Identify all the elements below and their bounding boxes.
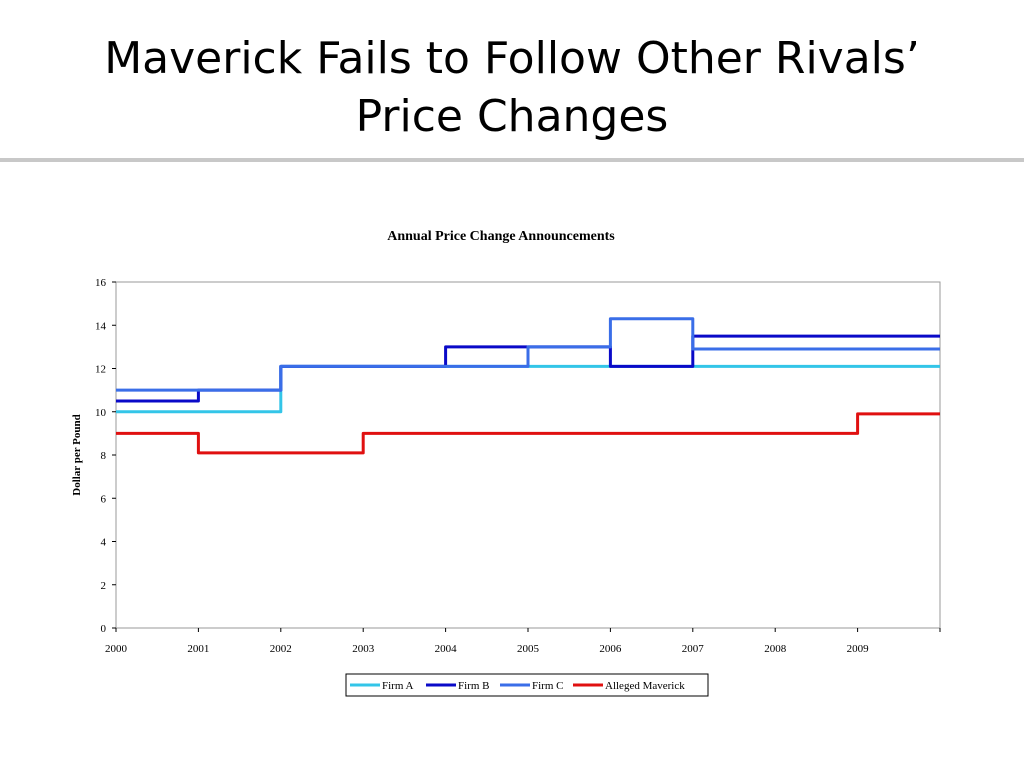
x-tick-label: 2003 xyxy=(352,643,375,655)
y-tick-label: 16 xyxy=(95,277,107,289)
legend-label: Firm C xyxy=(532,680,563,692)
axes: 0 2 4 6 8 10 12 14 16 2000 2001 2002 2003 2004 2005 200… xyxy=(95,277,941,655)
y-tick-label: 14 xyxy=(95,320,107,332)
chart-title: Annual Price Change Announcements xyxy=(387,229,615,244)
x-tick-label: 2002 xyxy=(270,643,292,655)
title-divider xyxy=(0,158,1024,162)
slide-title: Maverick Fails to Follow Other Rivals’ P… xyxy=(0,30,1024,146)
x-tick-label: 2000 xyxy=(105,643,128,655)
series-lines xyxy=(116,317,940,455)
legend-label: Firm A xyxy=(382,680,414,692)
x-tick-label: 2005 xyxy=(517,643,540,655)
series-line-firm-c xyxy=(116,317,940,392)
y-tick-label: 0 xyxy=(101,623,107,635)
slide-title-line-1: Maverick Fails to Follow Other Rivals’ xyxy=(104,33,920,84)
x-tick-label: 2001 xyxy=(187,643,209,655)
series-line-alleged-maverick xyxy=(116,412,940,455)
y-tick-label: 8 xyxy=(101,450,107,462)
x-tick-label: 2009 xyxy=(847,643,870,655)
y-tick-label: 2 xyxy=(101,580,107,592)
legend: Firm A Firm B Firm C Alleged Maverick xyxy=(345,673,709,697)
x-tick-label: 2008 xyxy=(764,643,787,655)
y-tick-label: 6 xyxy=(101,493,107,505)
x-tick-label: 2007 xyxy=(682,643,705,655)
y-axis-label: Dollar per Pound xyxy=(71,414,83,496)
y-tick-label: 4 xyxy=(101,537,107,549)
x-tick-label: 2004 xyxy=(435,643,458,655)
y-tick-label: 12 xyxy=(95,364,106,376)
x-tick-label: 2006 xyxy=(599,643,622,655)
y-tick-label: 10 xyxy=(95,407,107,419)
legend-label: Firm B xyxy=(458,680,489,692)
legend-label: Alleged Maverick xyxy=(605,680,685,692)
slide-title-line-2: Price Changes xyxy=(355,91,669,142)
plot-area xyxy=(115,281,941,629)
